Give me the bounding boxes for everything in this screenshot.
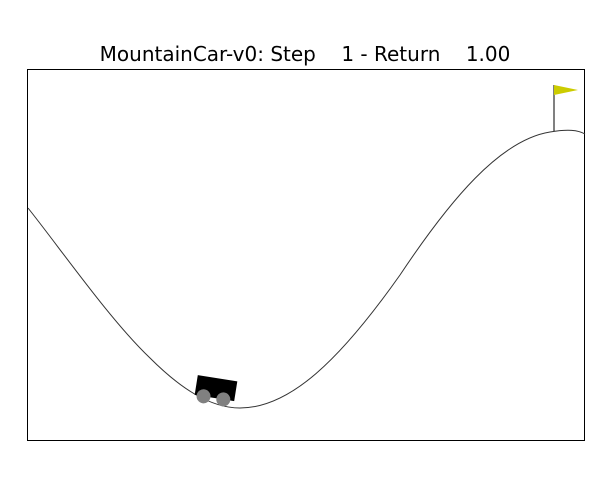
return-label: Return — [374, 42, 441, 66]
car-wheel-front — [216, 392, 231, 407]
step-label: Step — [270, 42, 316, 66]
car-wheel-rear — [196, 389, 211, 404]
render-frame — [27, 69, 585, 441]
car — [194, 375, 238, 407]
step-value: 1 — [341, 42, 355, 66]
episode-title: MountainCar-v0: Step 1 - Return 1.00 — [99, 42, 511, 66]
env-name: MountainCar-v0 — [99, 42, 258, 66]
mountain-track — [27, 129, 586, 409]
goal-flag — [554, 85, 578, 95]
return-value: 1.00 — [465, 42, 511, 66]
